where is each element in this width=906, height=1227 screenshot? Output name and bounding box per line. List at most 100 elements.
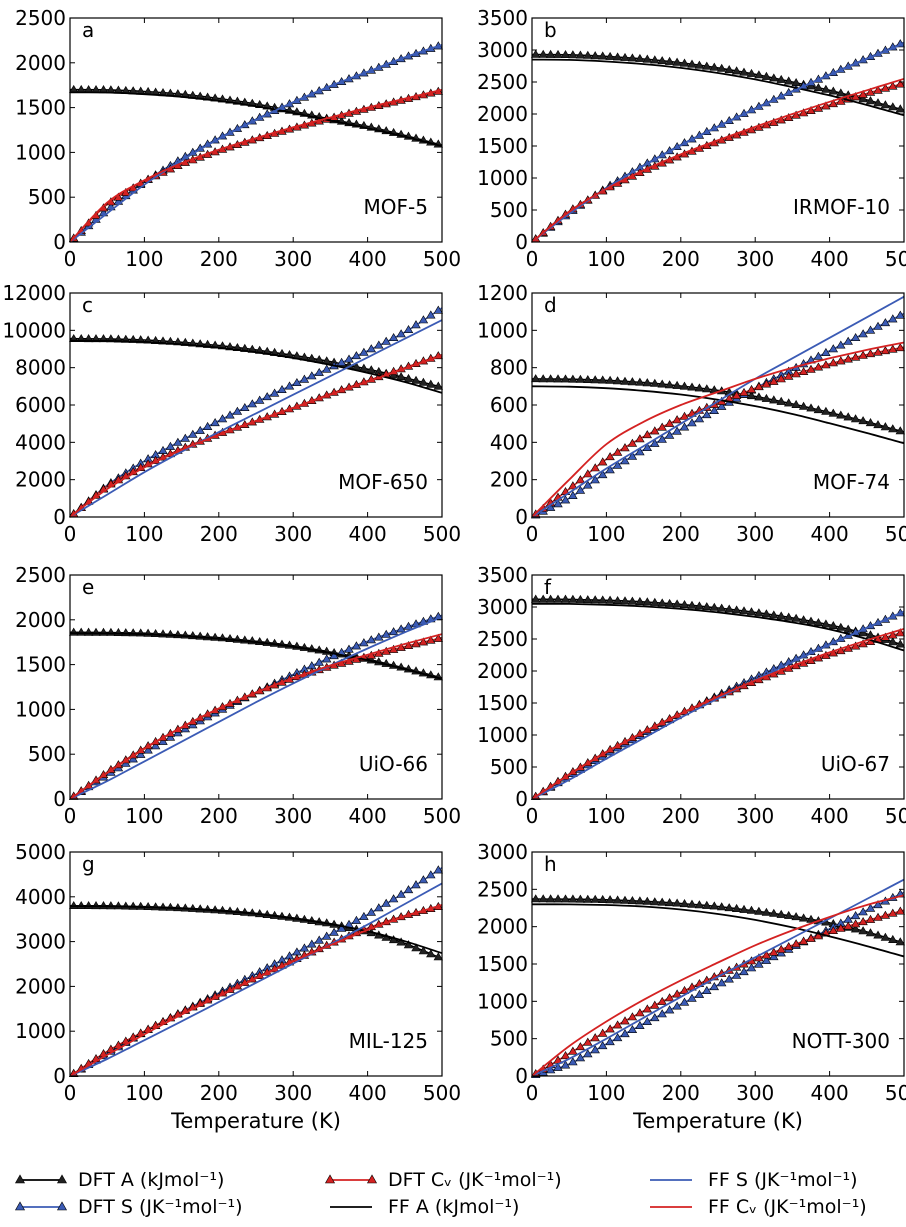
legend-label: DFT A (kJmol⁻¹): [78, 1169, 224, 1191]
data-point: [426, 379, 436, 388]
series-line: [531, 627, 905, 800]
data-point: [702, 900, 712, 909]
data-point: [850, 92, 861, 101]
data-point: [813, 618, 824, 626]
data-point: [709, 406, 720, 414]
data-point: [381, 898, 391, 907]
data-point: [553, 499, 563, 508]
data-point: [865, 914, 876, 923]
x-tick-label: 100: [125, 1081, 163, 1105]
data-point: [769, 952, 779, 961]
data-point: [746, 963, 757, 972]
series-line: [531, 295, 905, 518]
data-point: [568, 481, 578, 490]
data-point: [739, 606, 749, 615]
data-point: [418, 315, 429, 324]
data-point: [538, 49, 548, 58]
x-tick-label: 300: [736, 804, 774, 828]
y-tick-label: 500: [490, 198, 528, 222]
data-point: [560, 495, 571, 504]
data-point: [292, 378, 302, 386]
data-point: [761, 950, 772, 959]
data-point: [188, 429, 198, 438]
data-point: [858, 94, 868, 103]
data-point: [418, 377, 429, 386]
data-point: [888, 934, 898, 943]
data-point: [396, 372, 406, 381]
data-point: [433, 381, 444, 390]
data-point: [880, 100, 891, 109]
data-point: [880, 910, 891, 919]
data-point: [530, 49, 541, 58]
data-point: [135, 749, 146, 758]
data-point: [642, 1017, 653, 1025]
data-point: [568, 50, 578, 59]
y-tick-label: 1500: [15, 96, 66, 120]
data-point: [583, 1037, 593, 1046]
data-point: [798, 108, 809, 117]
data-point: [843, 921, 853, 930]
data-point: [530, 894, 541, 903]
data-point: [687, 993, 697, 1002]
data-point: [865, 96, 876, 105]
data-point: [761, 907, 772, 916]
data-point: [865, 903, 876, 912]
x-tick-label: 200: [662, 804, 700, 828]
data-point: [605, 465, 615, 474]
data-point: [635, 377, 645, 386]
data-point: [769, 73, 779, 82]
data-point: [627, 1025, 638, 1033]
data-point: [150, 741, 161, 750]
data-point: [843, 643, 853, 652]
data-point: [411, 375, 421, 384]
panel-letter: a: [82, 18, 94, 42]
data-point: [828, 344, 839, 353]
data-point: [769, 610, 779, 619]
data-point: [650, 1013, 660, 1022]
data-point: [702, 61, 712, 70]
data-point: [791, 613, 801, 622]
legend-marker: [366, 1174, 378, 1184]
panel-letter: f: [544, 575, 552, 599]
material-label: MIL-125: [349, 1029, 428, 1053]
data-point: [836, 88, 846, 97]
data-point: [813, 362, 824, 371]
data-point: [650, 438, 660, 447]
x-tick-label: 0: [64, 804, 77, 828]
data-point: [359, 347, 369, 356]
data-point: [702, 602, 712, 611]
series-line: [69, 632, 443, 680]
data-point: [657, 1009, 667, 1018]
x-axis-label: Temperature (K): [170, 1109, 341, 1133]
legend-entry: DFT Cᵥ (JK⁻¹mol⁻¹): [324, 1169, 562, 1191]
data-point: [411, 943, 421, 952]
legend-label: DFT Cᵥ (JK⁻¹mol⁻¹): [388, 1169, 562, 1191]
data-point: [716, 401, 727, 410]
data-point: [783, 612, 794, 621]
data-point: [403, 641, 414, 649]
data-point: [895, 343, 906, 352]
data-point: [575, 374, 586, 383]
panel-f: 0 100 200 300 400 500 0 500 1000 1500 2000 2500 3000…: [477, 563, 906, 828]
series-line: [69, 44, 443, 243]
data-point: [769, 376, 779, 385]
x-tick-label: 500: [423, 804, 461, 828]
data-point: [575, 894, 586, 903]
data-point: [344, 644, 354, 653]
legend-entry: DFT A (kJmol⁻¹): [14, 1169, 224, 1191]
data-point: [568, 490, 578, 499]
material-label: IRMOF-10: [793, 195, 890, 219]
y-tick-label: 4000: [15, 885, 66, 909]
data-point: [374, 632, 384, 641]
data-point: [635, 53, 645, 62]
data-point: [426, 870, 436, 879]
data-point: [664, 993, 675, 1002]
data-point: [761, 71, 772, 80]
data-point: [635, 596, 645, 605]
data-point: [605, 1024, 615, 1033]
data-point: [553, 49, 563, 58]
data-point: [850, 924, 861, 933]
data-point: [560, 1060, 571, 1069]
data-point: [575, 1042, 586, 1051]
data-point: [627, 1012, 638, 1021]
